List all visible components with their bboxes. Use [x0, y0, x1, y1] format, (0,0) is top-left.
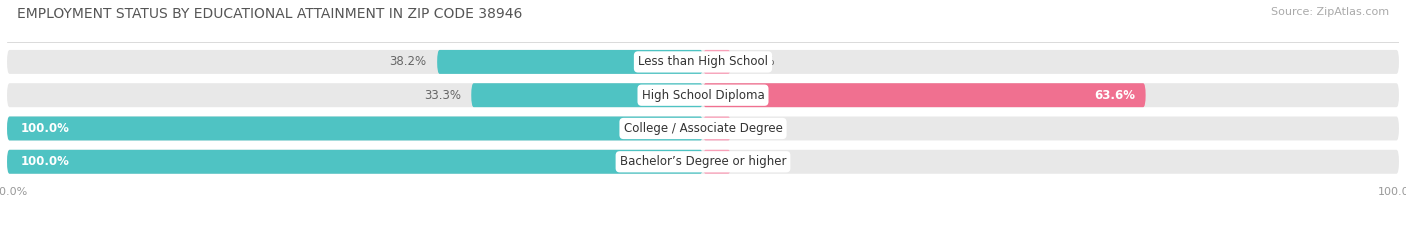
FancyBboxPatch shape — [7, 150, 703, 174]
Text: College / Associate Degree: College / Associate Degree — [624, 122, 782, 135]
Text: 0.0%: 0.0% — [745, 122, 775, 135]
Text: 63.6%: 63.6% — [1094, 89, 1135, 102]
Text: 0.0%: 0.0% — [745, 55, 775, 69]
FancyBboxPatch shape — [7, 83, 1399, 107]
Text: Source: ZipAtlas.com: Source: ZipAtlas.com — [1271, 7, 1389, 17]
Text: Less than High School: Less than High School — [638, 55, 768, 69]
FancyBboxPatch shape — [7, 116, 1399, 140]
FancyBboxPatch shape — [703, 116, 731, 140]
Text: 100.0%: 100.0% — [21, 122, 70, 135]
FancyBboxPatch shape — [7, 150, 1399, 174]
Text: High School Diploma: High School Diploma — [641, 89, 765, 102]
FancyBboxPatch shape — [7, 116, 703, 140]
FancyBboxPatch shape — [437, 50, 703, 74]
Text: 0.0%: 0.0% — [745, 155, 775, 168]
Text: EMPLOYMENT STATUS BY EDUCATIONAL ATTAINMENT IN ZIP CODE 38946: EMPLOYMENT STATUS BY EDUCATIONAL ATTAINM… — [17, 7, 522, 21]
Text: Bachelor’s Degree or higher: Bachelor’s Degree or higher — [620, 155, 786, 168]
Text: 100.0%: 100.0% — [21, 155, 70, 168]
Text: 38.2%: 38.2% — [389, 55, 426, 69]
Text: 33.3%: 33.3% — [423, 89, 461, 102]
FancyBboxPatch shape — [703, 83, 1146, 107]
FancyBboxPatch shape — [703, 150, 731, 174]
FancyBboxPatch shape — [703, 50, 731, 74]
FancyBboxPatch shape — [471, 83, 703, 107]
FancyBboxPatch shape — [7, 50, 1399, 74]
